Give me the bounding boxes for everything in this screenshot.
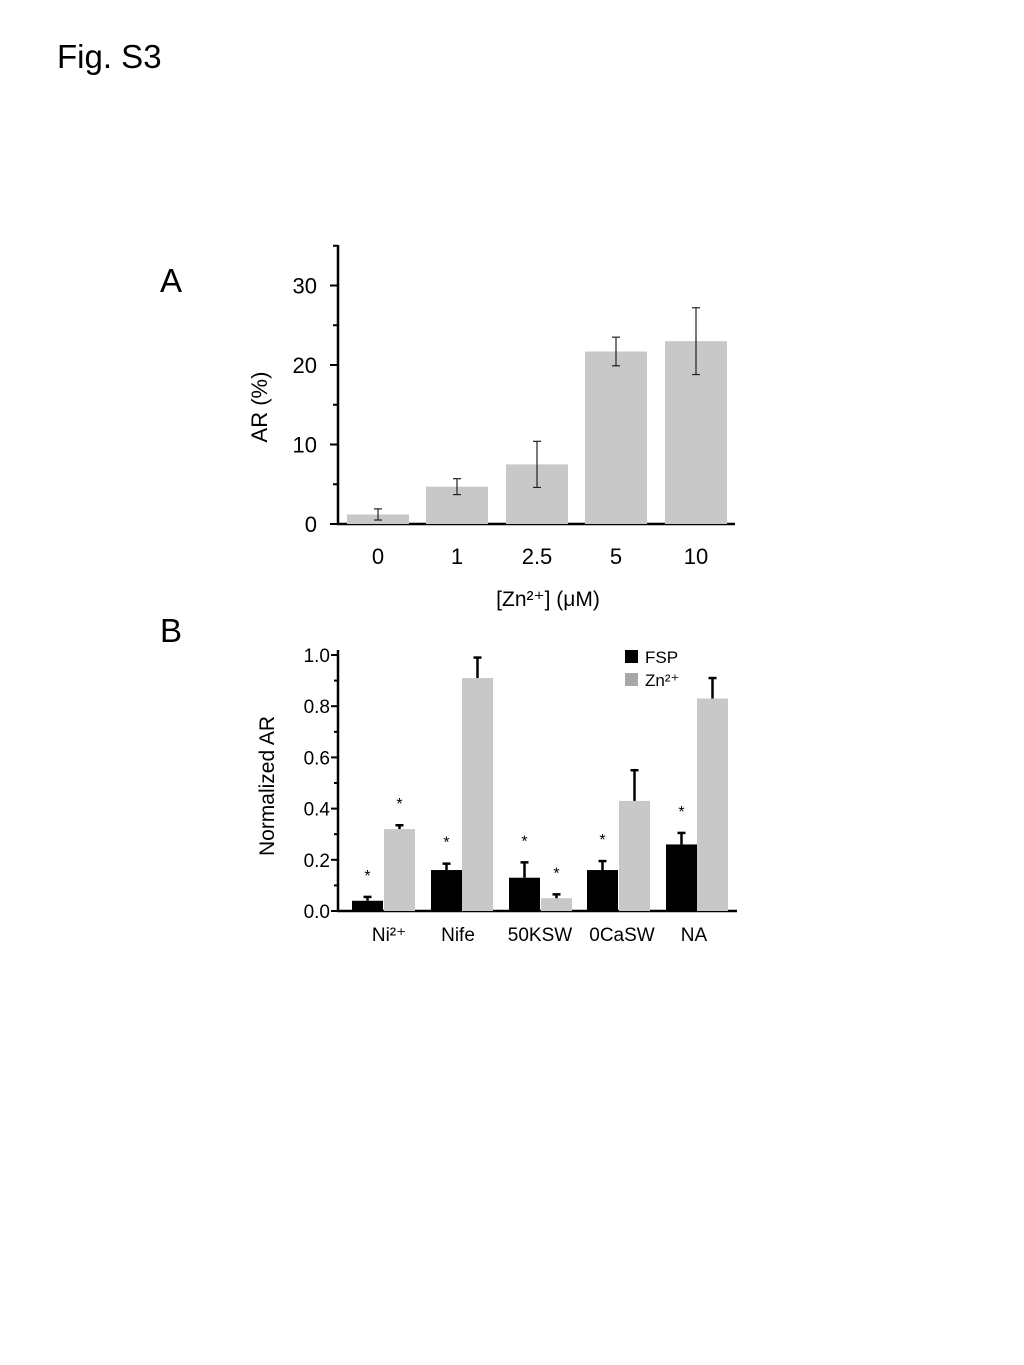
panel-label-a: A: [160, 262, 183, 299]
chart-b-x-tick-label: 50KSW: [508, 925, 572, 946]
chart-b-y-tick-label: 0.4: [304, 800, 331, 821]
chart-a-x-tick-label: 2.5: [522, 544, 553, 569]
chart-b-significance-asterisk: *: [553, 865, 559, 882]
chart-b-y-tick-label: 0.8: [304, 697, 330, 718]
chart-b-significance-asterisk: *: [396, 796, 402, 813]
chart-a-y-tick-label: 10: [293, 433, 317, 458]
chart-b-zn-bar: [384, 829, 415, 911]
chart-b-y-tick-label: 0.0: [304, 902, 330, 923]
chart-b-significance-asterisk: *: [521, 833, 527, 850]
legend-zn-swatch: [625, 673, 638, 686]
chart-b-fsp-bar: [587, 870, 618, 911]
chart-a-y-axis-label: AR (%): [247, 372, 272, 443]
chart-b-significance-asterisk: *: [678, 804, 684, 821]
chart-b-significance-asterisk: *: [599, 832, 605, 849]
chart-b-fsp-bar: [352, 900, 383, 911]
legend-zn-label: Zn²⁺: [645, 671, 679, 690]
chart-b-y-tick-label: 1.0: [304, 646, 330, 667]
chart-b-y-tick-label: 0.2: [304, 851, 330, 872]
chart-b-x-tick-label: Ni²⁺: [372, 925, 406, 946]
chart-b-zn-bar: [697, 698, 728, 911]
figure-title: Fig. S3: [57, 38, 162, 75]
chart-b-significance-asterisk: *: [443, 835, 449, 852]
chart-a-y-tick-label: 30: [293, 274, 317, 299]
legend-fsp-swatch: [625, 650, 638, 663]
chart-a-x-tick-label: 0: [372, 544, 384, 569]
chart-b-fsp-bar: [509, 877, 540, 911]
chart-a-y-tick-label: 0: [305, 512, 317, 537]
chart-a-x-tick-label: 1: [451, 544, 463, 569]
chart-b-normalized-ar: Normalized AR FSP Zn²⁺ 0.0 0.2 0.4 0.6 0.8 1.…: [256, 646, 737, 946]
chart-a-x-tick-label: 10: [684, 544, 708, 569]
chart-b-significance-asterisk: *: [364, 868, 370, 885]
chart-b-zn-bar: [619, 800, 650, 911]
chart-b-x-tick-label: 0CaSW: [589, 925, 655, 946]
panel-label-b: B: [160, 612, 183, 649]
chart-a-x-axis-label: [Zn²⁺] (μM): [496, 588, 600, 611]
chart-b-y-axis-label: Normalized AR: [256, 716, 279, 856]
chart-a-x-tick-label: 5: [610, 544, 622, 569]
chart-b-y-tick-label: 0.6: [304, 748, 330, 769]
legend-fsp-label: FSP: [645, 648, 678, 667]
chart-b-zn-bar: [462, 678, 493, 911]
chart-b-legend: FSP Zn²⁺: [625, 648, 679, 690]
chart-a-y-tick-label: 20: [293, 353, 317, 378]
chart-a-ar-vs-zinc: AR (%) [Zn²⁺] (μM) 0 10 20 30 0 1 2.5 5 10: [247, 244, 735, 611]
chart-b-x-tick-label: Nife: [441, 925, 475, 946]
chart-a-bar: [585, 351, 647, 524]
chart-b-fsp-bar: [431, 870, 462, 911]
chart-b-x-tick-label: NA: [681, 925, 708, 946]
chart-b-fsp-bar: [666, 844, 697, 911]
chart-b-zn-bar: [541, 898, 572, 911]
